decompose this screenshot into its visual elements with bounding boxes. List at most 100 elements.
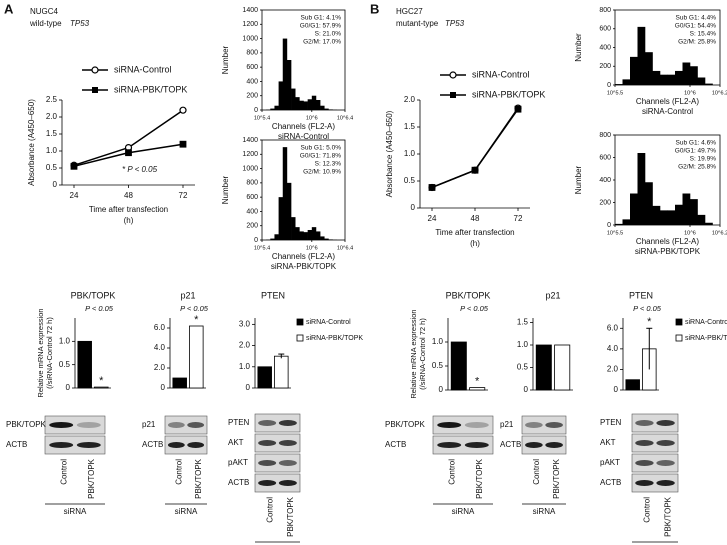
annotation: P < 0.05 xyxy=(180,304,209,313)
chart-title: PBK/TOPK xyxy=(71,290,116,300)
gene: TP53 xyxy=(70,19,90,28)
histogram-bar xyxy=(328,109,333,110)
y-tick-label: 1.0 xyxy=(239,362,251,371)
annotation: P < 0.05 xyxy=(460,304,489,313)
histogram-bar xyxy=(675,204,683,225)
blot-row-label: p21 xyxy=(500,420,514,429)
lane-label: PBK/TOPK xyxy=(664,496,673,537)
blot-strip xyxy=(254,453,301,473)
stat: G0/G1: 54.4% xyxy=(675,23,716,30)
lane-label: PBK/TOPK xyxy=(87,458,96,499)
histogram-bar xyxy=(274,234,279,240)
histogram-bar xyxy=(291,88,296,110)
blot-band xyxy=(278,440,297,446)
blot-strip xyxy=(432,415,494,435)
bar xyxy=(94,386,109,389)
x-tick-label: 10^5.5 xyxy=(607,230,623,236)
histogram-bar xyxy=(697,214,706,225)
stat: G2/M: 25.8% xyxy=(678,164,716,171)
histogram-bar xyxy=(682,62,691,85)
point xyxy=(514,105,522,113)
y-tick-label: 0.5 xyxy=(404,176,416,185)
y-tick-label: 6.0 xyxy=(154,323,166,332)
histogram-bar xyxy=(299,100,304,110)
y-tick-label: 800 xyxy=(599,7,611,14)
blot-band xyxy=(437,442,462,448)
y-tick-label: 4.0 xyxy=(154,343,166,352)
y-tick-label: 0 xyxy=(614,385,619,394)
series-line xyxy=(431,107,519,189)
blot-band xyxy=(656,480,675,486)
histogram-bar xyxy=(645,52,653,85)
y-tick-label: 200 xyxy=(599,63,611,70)
annotation: * P < 0.05 xyxy=(122,165,158,174)
blot-band xyxy=(49,442,74,448)
histogram-bar xyxy=(705,222,713,225)
y-tick-label: 0 xyxy=(246,383,251,392)
legend-label: siRNA-Control xyxy=(306,319,351,326)
group-label: siRNA xyxy=(175,507,198,516)
blot-band xyxy=(464,422,489,428)
lane-label: PBK/TOPK xyxy=(194,458,203,499)
point xyxy=(428,184,436,191)
y-axis-label: Relative mRNA expression xyxy=(409,309,418,398)
histogram-bar xyxy=(324,238,329,240)
legend-label: siRNA-Control xyxy=(685,319,727,326)
histogram-bar xyxy=(315,231,321,240)
blot-band xyxy=(545,422,563,428)
legend-marker xyxy=(449,71,457,79)
blot-strip xyxy=(631,453,679,473)
y-tick-label: 1200 xyxy=(242,151,258,158)
legend-marker xyxy=(92,87,98,93)
x-axis-label: Channels (FL2-A) xyxy=(636,237,699,246)
x-tick-label: 10^5.4 xyxy=(254,245,270,251)
lane-label: Control xyxy=(265,497,274,523)
blot-strip xyxy=(254,433,301,453)
y-tick-label: 1.5 xyxy=(517,318,529,327)
significance: * xyxy=(194,314,199,326)
legend-label: siRNA-Control xyxy=(114,64,172,74)
y-tick-label: 800 xyxy=(599,132,611,139)
blot-band xyxy=(167,422,185,428)
histogram-bar xyxy=(637,153,646,225)
y-tick-label: 1.0 xyxy=(432,337,444,346)
y-axis-label: (/siRNA-Control 72 h) xyxy=(45,317,54,389)
blot-strip xyxy=(521,435,567,455)
lane-label: Control xyxy=(174,459,183,485)
stat: G0/G1: 49.7% xyxy=(675,148,716,155)
stat: S: 21.0% xyxy=(315,31,342,38)
bar xyxy=(172,377,187,389)
y-tick-label: 2.5 xyxy=(46,95,58,104)
histogram-bar xyxy=(303,232,308,240)
blot-band xyxy=(76,442,101,448)
histogram-bar xyxy=(278,197,284,240)
histogram-bar xyxy=(286,60,292,110)
x-tick-label: 10^6.2 xyxy=(712,230,727,236)
blot-band xyxy=(278,480,297,486)
y-tick-label: 2.0 xyxy=(46,112,58,121)
y-tick-label: 0 xyxy=(524,385,529,394)
x-axis-label: Time after transfection xyxy=(89,205,168,214)
histogram-bar xyxy=(270,108,275,110)
blot-band xyxy=(635,480,654,486)
histogram-bar xyxy=(660,74,668,85)
y-axis-label: Number xyxy=(574,165,583,194)
legend-swatch xyxy=(675,318,683,326)
histogram-bar xyxy=(660,210,668,225)
blot-row-label: p21 xyxy=(142,420,156,429)
genotype: wild-type xyxy=(29,19,62,28)
blot-row-label: PTEN xyxy=(600,418,622,427)
genotype: mutant-type xyxy=(396,19,439,28)
y-tick-label: 600 xyxy=(246,64,258,71)
y-tick-label: 6.0 xyxy=(607,323,619,332)
blot-band xyxy=(437,422,462,428)
annotation: P < 0.05 xyxy=(85,304,114,313)
y-tick-label: 1200 xyxy=(242,21,258,28)
series-line xyxy=(73,109,184,166)
blot-strip xyxy=(254,473,301,493)
blot-row-label: AKT xyxy=(228,438,244,447)
blot-row-label: pAKT xyxy=(600,458,620,467)
y-tick-label: 400 xyxy=(599,44,611,51)
histogram-bar xyxy=(667,210,676,225)
legend-label: siRNA-PBK/TOPK xyxy=(685,335,727,342)
